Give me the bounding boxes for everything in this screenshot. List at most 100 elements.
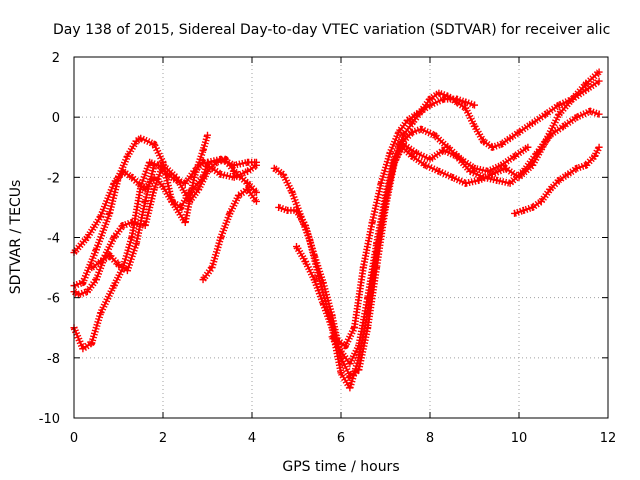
data-point xyxy=(359,264,367,272)
data-point xyxy=(123,267,131,275)
data-point xyxy=(528,119,536,127)
data-point xyxy=(568,95,576,103)
data-point xyxy=(146,158,154,166)
data-point xyxy=(235,191,243,199)
data-point xyxy=(150,161,158,169)
data-point xyxy=(97,258,105,266)
data-point xyxy=(199,158,207,166)
data-point xyxy=(244,179,252,187)
data-point xyxy=(511,152,519,160)
data-point xyxy=(502,164,510,172)
data-point xyxy=(83,288,91,296)
data-point xyxy=(252,161,260,169)
data-point xyxy=(448,173,456,181)
data-point xyxy=(137,182,145,190)
data-point xyxy=(88,264,96,272)
data-point xyxy=(497,140,505,148)
x-tick-label: 0 xyxy=(70,431,78,446)
data-point xyxy=(110,282,118,290)
data-point xyxy=(270,164,278,172)
data-point xyxy=(542,137,550,145)
data-point xyxy=(595,68,603,76)
data-point xyxy=(328,324,336,332)
data-point xyxy=(172,173,180,181)
data-point xyxy=(159,182,167,190)
data-point xyxy=(221,155,229,163)
data-point xyxy=(230,167,238,175)
data-point xyxy=(426,95,434,103)
data-point xyxy=(190,173,198,181)
data-point xyxy=(83,234,91,241)
data-point xyxy=(573,164,581,172)
series-4 xyxy=(70,155,260,299)
y-tick-label: -10 xyxy=(39,412,60,427)
data-point xyxy=(310,276,318,284)
series-line xyxy=(200,185,260,282)
x-tick-label: 8 xyxy=(426,431,434,446)
data-point xyxy=(368,218,376,226)
data-point xyxy=(132,240,140,248)
data-point xyxy=(435,89,443,97)
data-point xyxy=(88,339,96,347)
y-tick-labels: -10 -8 -6 -4 -2 0 2 xyxy=(39,51,60,427)
data-point xyxy=(293,243,300,251)
x-tick-label: 12 xyxy=(600,431,617,446)
data-point xyxy=(97,212,105,220)
data-point xyxy=(106,252,114,260)
grid xyxy=(74,57,608,418)
data-point xyxy=(528,203,536,211)
data-point xyxy=(106,209,114,217)
data-point xyxy=(177,203,185,211)
data-point xyxy=(119,221,127,229)
data-point xyxy=(591,152,599,160)
data-point xyxy=(382,191,389,199)
data-point xyxy=(190,167,198,175)
data-point xyxy=(542,110,550,118)
data-point xyxy=(355,342,363,350)
y-tick-label: -8 xyxy=(47,352,60,367)
data-point xyxy=(199,146,207,154)
data-point xyxy=(195,185,203,193)
data-point xyxy=(204,167,211,175)
data-point xyxy=(128,173,136,181)
data-point xyxy=(141,197,149,205)
x-axis-title: GPS time / hours xyxy=(282,459,399,475)
data-point xyxy=(301,221,309,229)
series-11 xyxy=(395,68,603,187)
data-point xyxy=(408,119,416,127)
x-tick-label: 2 xyxy=(159,431,167,446)
y-tick-label: -6 xyxy=(47,292,60,307)
y-tick-label: -4 xyxy=(47,232,60,247)
x-tick-labels: 0 2 4 6 8 10 12 xyxy=(70,431,616,446)
data-point xyxy=(595,110,603,118)
data-point xyxy=(350,324,358,332)
data-point xyxy=(462,179,470,187)
data-point xyxy=(377,179,385,187)
data-point xyxy=(506,134,514,142)
data-point xyxy=(301,258,309,266)
data-point xyxy=(515,128,523,136)
data-point xyxy=(97,309,105,317)
data-point xyxy=(515,173,523,181)
data-point xyxy=(123,152,131,160)
data-point xyxy=(488,143,496,151)
data-point xyxy=(252,197,260,205)
x-tick-label: 6 xyxy=(337,431,345,446)
series-12 xyxy=(511,143,603,217)
data-point xyxy=(150,140,158,148)
data-point xyxy=(471,101,478,109)
data-point xyxy=(279,170,287,178)
data-point xyxy=(560,122,567,130)
y-axis-title: SDTVAR / TECUs xyxy=(8,180,24,295)
series-line-core xyxy=(331,110,600,365)
series-line-core xyxy=(398,71,600,185)
data-point xyxy=(293,206,300,214)
data-point xyxy=(373,240,381,248)
data-point xyxy=(337,348,345,356)
data-point xyxy=(479,137,487,145)
data-point xyxy=(466,167,474,175)
data-point xyxy=(595,143,603,151)
data-point xyxy=(417,125,425,133)
series-line xyxy=(277,125,530,380)
